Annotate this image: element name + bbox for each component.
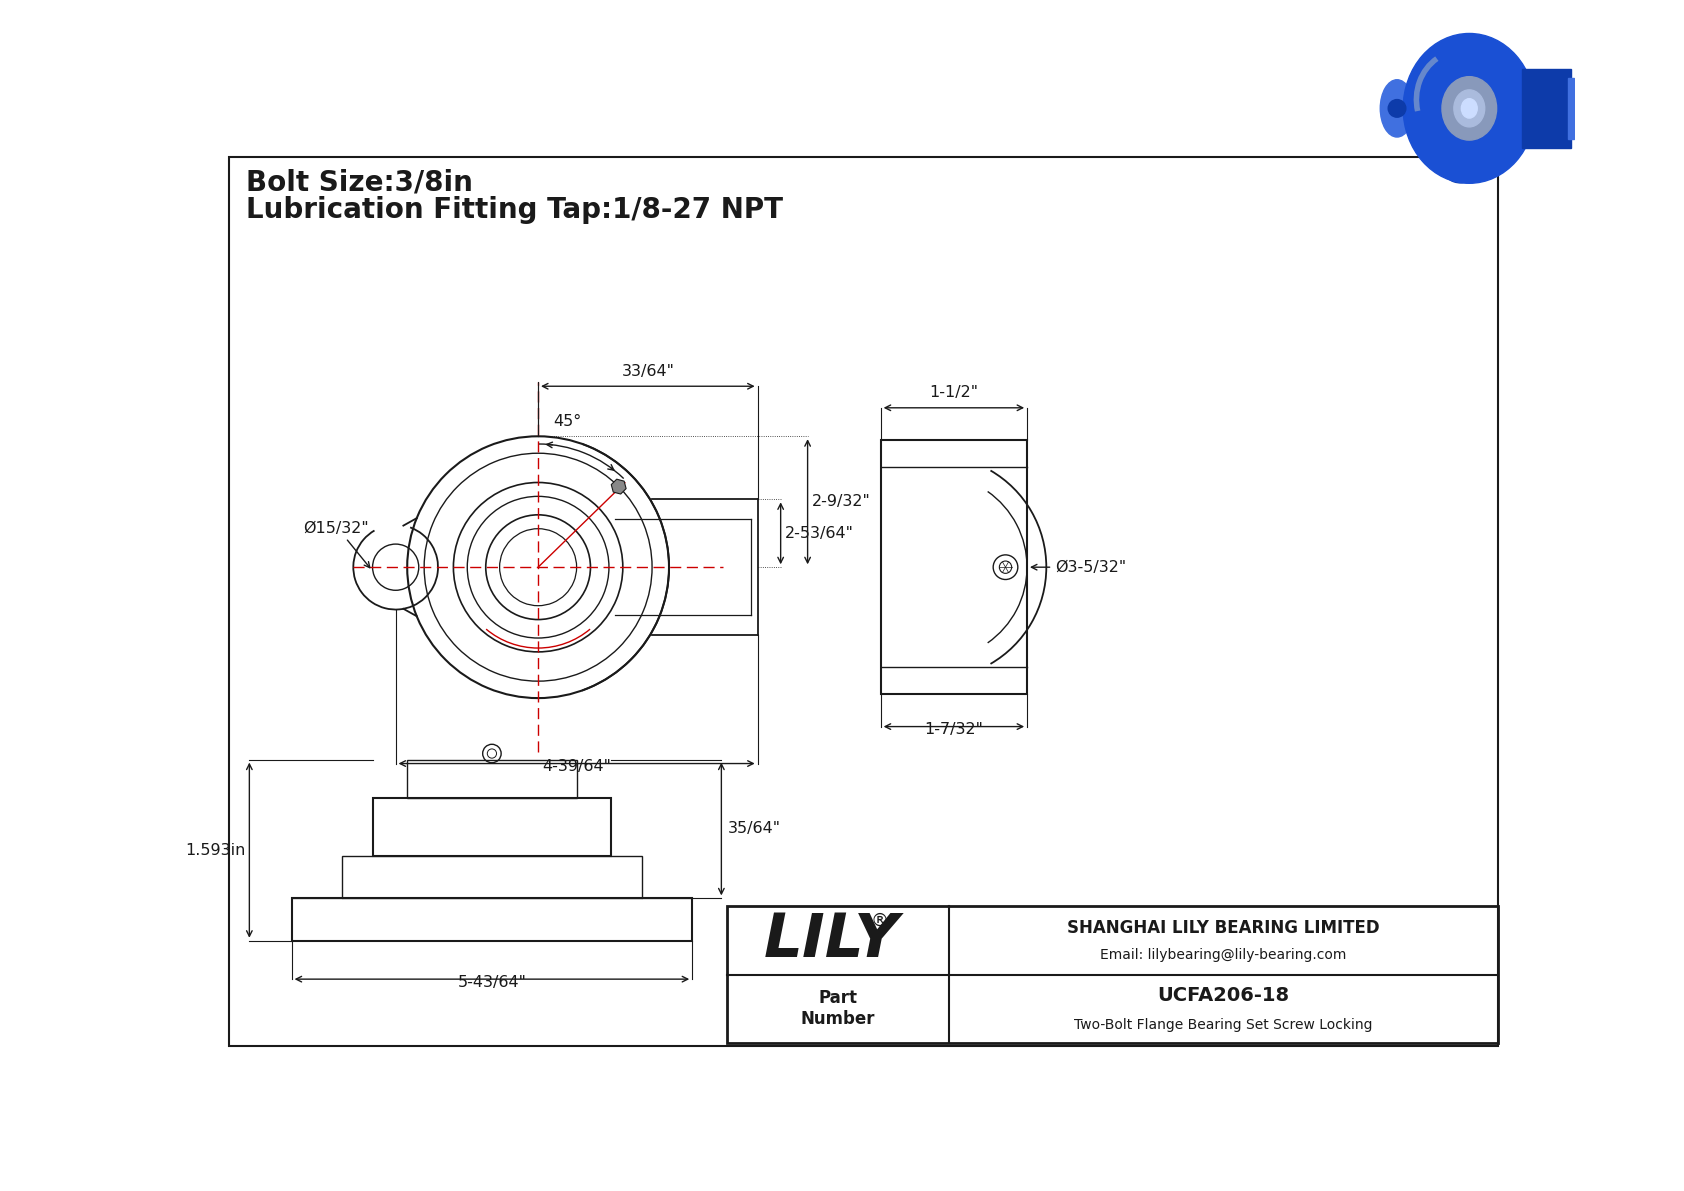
Text: Ø15/32": Ø15/32"	[303, 522, 369, 536]
Text: 33/64": 33/64"	[621, 363, 674, 379]
Text: UCFA206-18: UCFA206-18	[1157, 986, 1288, 1004]
Text: LILY: LILY	[765, 911, 899, 969]
Bar	[727, 906, 1497, 1043]
Text: 35/64": 35/64"	[727, 822, 780, 836]
Bar	[342, 856, 642, 898]
Text: 1.593in: 1.593in	[185, 843, 246, 858]
Ellipse shape	[1453, 89, 1485, 127]
Text: Ø3-5/32": Ø3-5/32"	[1054, 560, 1127, 575]
Text: 1-1/2": 1-1/2"	[930, 385, 978, 400]
Text: SHANGHAI LILY BEARING LIMITED: SHANGHAI LILY BEARING LIMITED	[1066, 919, 1379, 937]
Text: Lubrication Fitting Tap:1/8-27 NPT: Lubrication Fitting Tap:1/8-27 NPT	[246, 197, 783, 224]
Text: ®: ®	[871, 911, 889, 929]
Text: Email: lilybearing@lily-bearing.com: Email: lilybearing@lily-bearing.com	[1100, 948, 1346, 962]
Bar	[1568, 77, 1575, 139]
Text: 2-9/32": 2-9/32"	[812, 494, 871, 510]
Bar	[1522, 69, 1571, 148]
Ellipse shape	[1381, 80, 1415, 137]
Text: 1-7/32": 1-7/32"	[925, 723, 983, 737]
Bar	[881, 441, 1027, 694]
Text: 45°: 45°	[554, 413, 581, 429]
Polygon shape	[611, 479, 626, 494]
Bar	[291, 898, 692, 941]
Text: 5-43/64": 5-43/64"	[458, 975, 527, 990]
Text: 2-53/64": 2-53/64"	[785, 525, 854, 541]
Bar	[372, 798, 611, 856]
Bar	[408, 760, 576, 798]
Ellipse shape	[1445, 161, 1475, 183]
Circle shape	[1388, 100, 1406, 117]
Text: Bolt Size:3/8in: Bolt Size:3/8in	[246, 168, 473, 197]
Text: Part
Number: Part Number	[800, 990, 876, 1028]
Text: Two-Bolt Flange Bearing Set Screw Locking: Two-Bolt Flange Bearing Set Screw Lockin…	[1074, 1018, 1372, 1033]
Ellipse shape	[1462, 99, 1477, 118]
Ellipse shape	[1442, 76, 1497, 141]
Ellipse shape	[1403, 33, 1536, 183]
Text: 4-39/64": 4-39/64"	[542, 760, 611, 774]
